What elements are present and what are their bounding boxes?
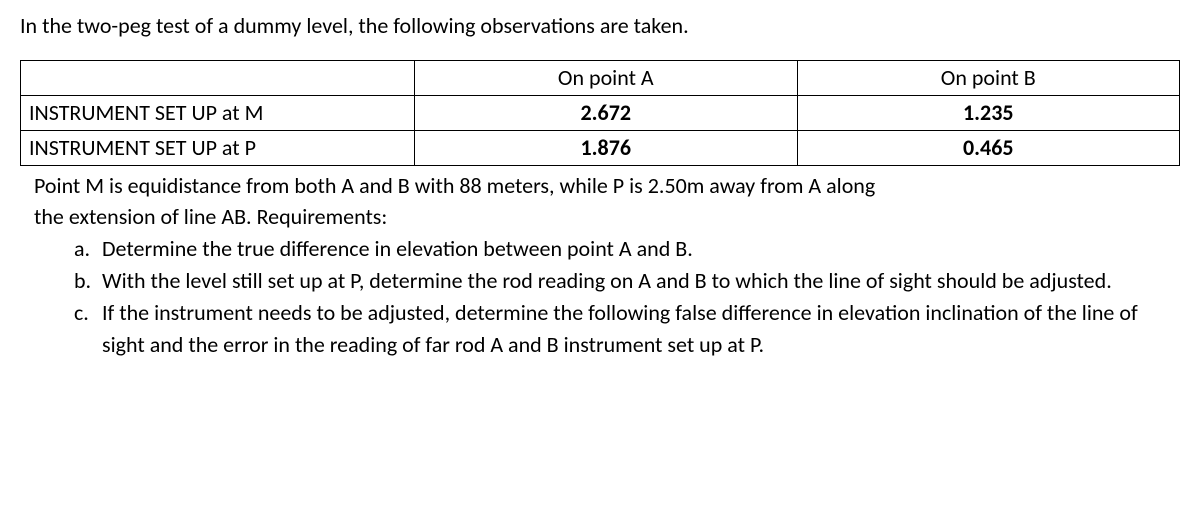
row-value-b: 0.465 xyxy=(797,130,1179,165)
list-item: a. Determine the true difference in elev… xyxy=(74,233,1180,265)
list-text: If the instrument needs to be adjusted, … xyxy=(102,299,1138,358)
intro-text: In the two-peg test of a dummy level, th… xyxy=(20,10,1180,42)
row-value-a: 1.876 xyxy=(415,130,797,165)
context-line-2: the extension of line AB. Requirements: xyxy=(34,201,1180,233)
observations-table: On point A On point B INSTRUMENT SET UP … xyxy=(20,60,1180,166)
header-point-b: On point B xyxy=(797,60,1179,95)
requirements-list: a. Determine the true difference in elev… xyxy=(34,233,1180,361)
list-item: c. If the instrument needs to be adjuste… xyxy=(74,297,1180,361)
list-marker: b. xyxy=(74,265,91,297)
after-table-block: Point M is equidistance from both A and … xyxy=(20,170,1180,361)
header-point-a: On point A xyxy=(415,60,797,95)
list-text: Determine the true difference in elevati… xyxy=(102,235,693,262)
list-marker: c. xyxy=(74,297,89,329)
table-row: INSTRUMENT SET UP at P 1.876 0.465 xyxy=(21,130,1180,165)
row-value-b: 1.235 xyxy=(797,95,1179,130)
table-header-row: On point A On point B xyxy=(21,60,1180,95)
header-empty xyxy=(21,60,415,95)
context-line-1: Point M is equidistance from both A and … xyxy=(34,170,1180,202)
row-label: INSTRUMENT SET UP at M xyxy=(21,95,415,130)
row-value-a: 2.672 xyxy=(415,95,797,130)
row-label: INSTRUMENT SET UP at P xyxy=(21,130,415,165)
table-row: INSTRUMENT SET UP at M 2.672 1.235 xyxy=(21,95,1180,130)
list-marker: a. xyxy=(74,233,90,265)
list-item: b. With the level still set up at P, det… xyxy=(74,265,1180,297)
list-text: With the level still set up at P, determ… xyxy=(102,267,1112,294)
